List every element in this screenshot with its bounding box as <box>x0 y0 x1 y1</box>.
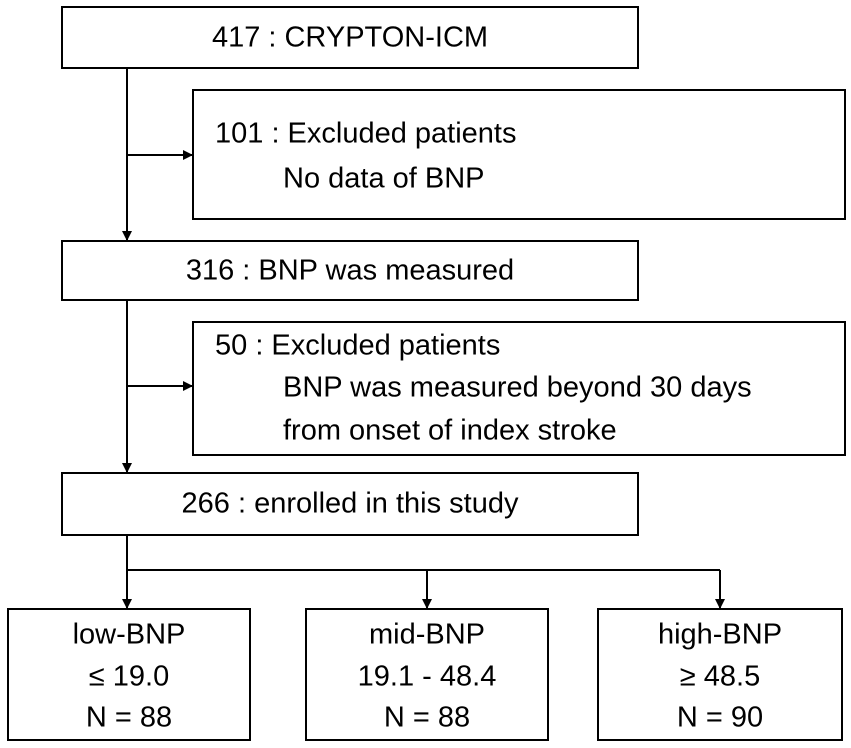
node-text: N = 90 <box>677 702 763 734</box>
box <box>61 240 639 301</box>
node-text: mid-BNP <box>369 619 485 651</box>
node-text: ≤ 19.0 <box>89 661 169 693</box>
node-text: ≥ 48.5 <box>680 661 760 693</box>
box <box>192 89 846 220</box>
node-text: low-BNP <box>73 619 186 651</box>
node-text: N = 88 <box>384 702 470 734</box>
box <box>61 472 639 536</box>
box <box>305 608 549 741</box>
box <box>192 321 846 456</box>
node-text: 19.1 - 48.4 <box>358 661 497 693</box>
node-text: 417 : CRYPTON-ICM <box>212 22 488 54</box>
node-text: from onset of index stroke <box>283 415 617 447</box>
node-text: BNP was measured beyond 30 days <box>283 372 752 404</box>
node-text: 50 : Excluded patients <box>215 330 500 362</box>
box <box>7 608 251 741</box>
node-text: 101 : Excluded patients <box>215 118 516 150</box>
node-text: No data of BNP <box>283 163 485 195</box>
node-text: high-BNP <box>658 619 782 651</box>
box <box>61 6 639 69</box>
node-text: N = 88 <box>86 702 172 734</box>
node-text: 266 : enrolled in this study <box>182 488 519 520</box>
node-text: 316 : BNP was measured <box>186 255 514 287</box>
box <box>597 608 843 741</box>
